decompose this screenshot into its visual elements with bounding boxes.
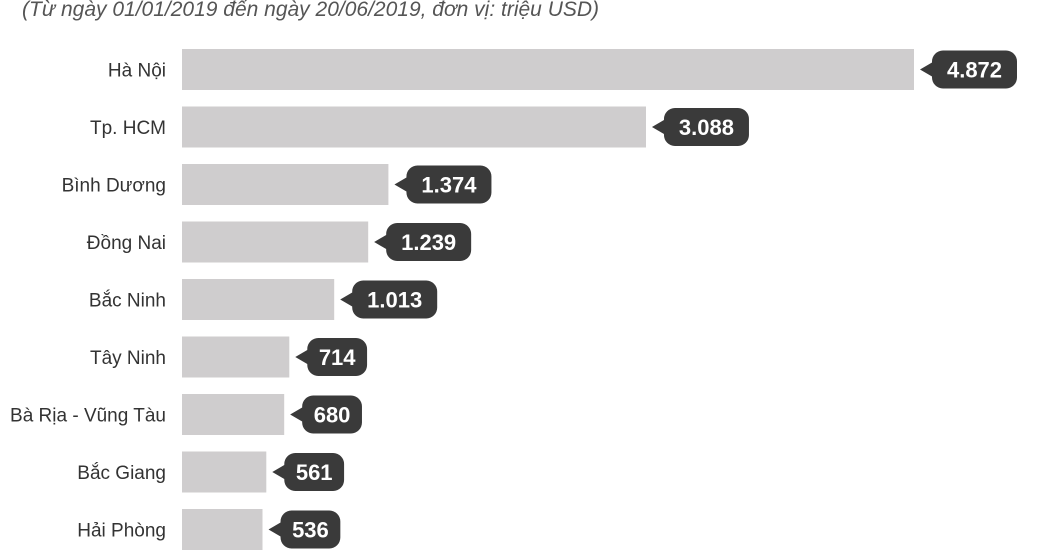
- value-badge: [340, 280, 438, 319]
- bar: [182, 164, 389, 205]
- value-badge: [272, 453, 345, 491]
- bar-group: Bắc Giang 561: [77, 451, 345, 493]
- bar-group: Tp. HCM 3.088: [90, 106, 749, 148]
- category-label: Đồng Nai: [87, 233, 166, 254]
- category-label: Bắc Giang: [77, 462, 166, 484]
- value-badge: [268, 510, 341, 549]
- bar: [182, 279, 335, 320]
- value-label: 1.013: [367, 288, 422, 313]
- bar-group: Bình Dương 1.374: [62, 164, 492, 205]
- value-badge: [374, 223, 472, 261]
- value-badge: [651, 108, 749, 146]
- bar: [182, 49, 914, 90]
- value-label: 3.088: [679, 115, 734, 140]
- value-badge: [290, 395, 362, 434]
- chart-subtitle: (Từ ngày 01/01/2019 đến ngày 20/06/2019,…: [22, 0, 600, 21]
- bar-group: Bắc Ninh 1.013: [89, 279, 438, 320]
- category-label: Tp. HCM: [90, 118, 166, 139]
- category-label: Hà Nội: [108, 61, 166, 82]
- bar-group: Hà Nội 4.872: [108, 49, 1018, 90]
- bar: [182, 509, 263, 550]
- bar-group: Tây Ninh 714: [90, 336, 368, 378]
- value-label: 1.374: [421, 173, 477, 198]
- bar-group: Hải Phòng 536: [77, 509, 341, 550]
- value-badge: [394, 165, 492, 204]
- bar: [182, 336, 290, 378]
- value-label: 680: [314, 403, 351, 428]
- bar-group: Đồng Nai 1.239: [87, 221, 472, 263]
- category-label: Bình Dương: [62, 176, 166, 197]
- value-label: 536: [292, 518, 329, 543]
- category-label: Hải Phòng: [77, 521, 166, 542]
- bar: [182, 106, 646, 148]
- bar: [182, 221, 369, 263]
- category-label: Bà Rịa - Vũng Tàu: [10, 406, 166, 427]
- value-label: 1.239: [401, 230, 456, 255]
- bar-group: Bà Rịa - Vũng Tàu 680: [10, 394, 362, 435]
- bar: [182, 394, 285, 435]
- bar: [182, 451, 267, 493]
- value-badge: [295, 338, 368, 376]
- value-label: 561: [296, 460, 333, 485]
- value-label: 4.872: [947, 58, 1002, 83]
- category-label: Tây Ninh: [90, 348, 166, 369]
- value-badge: [920, 50, 1018, 89]
- value-label: 714: [319, 345, 356, 370]
- category-label: Bắc Ninh: [89, 290, 166, 312]
